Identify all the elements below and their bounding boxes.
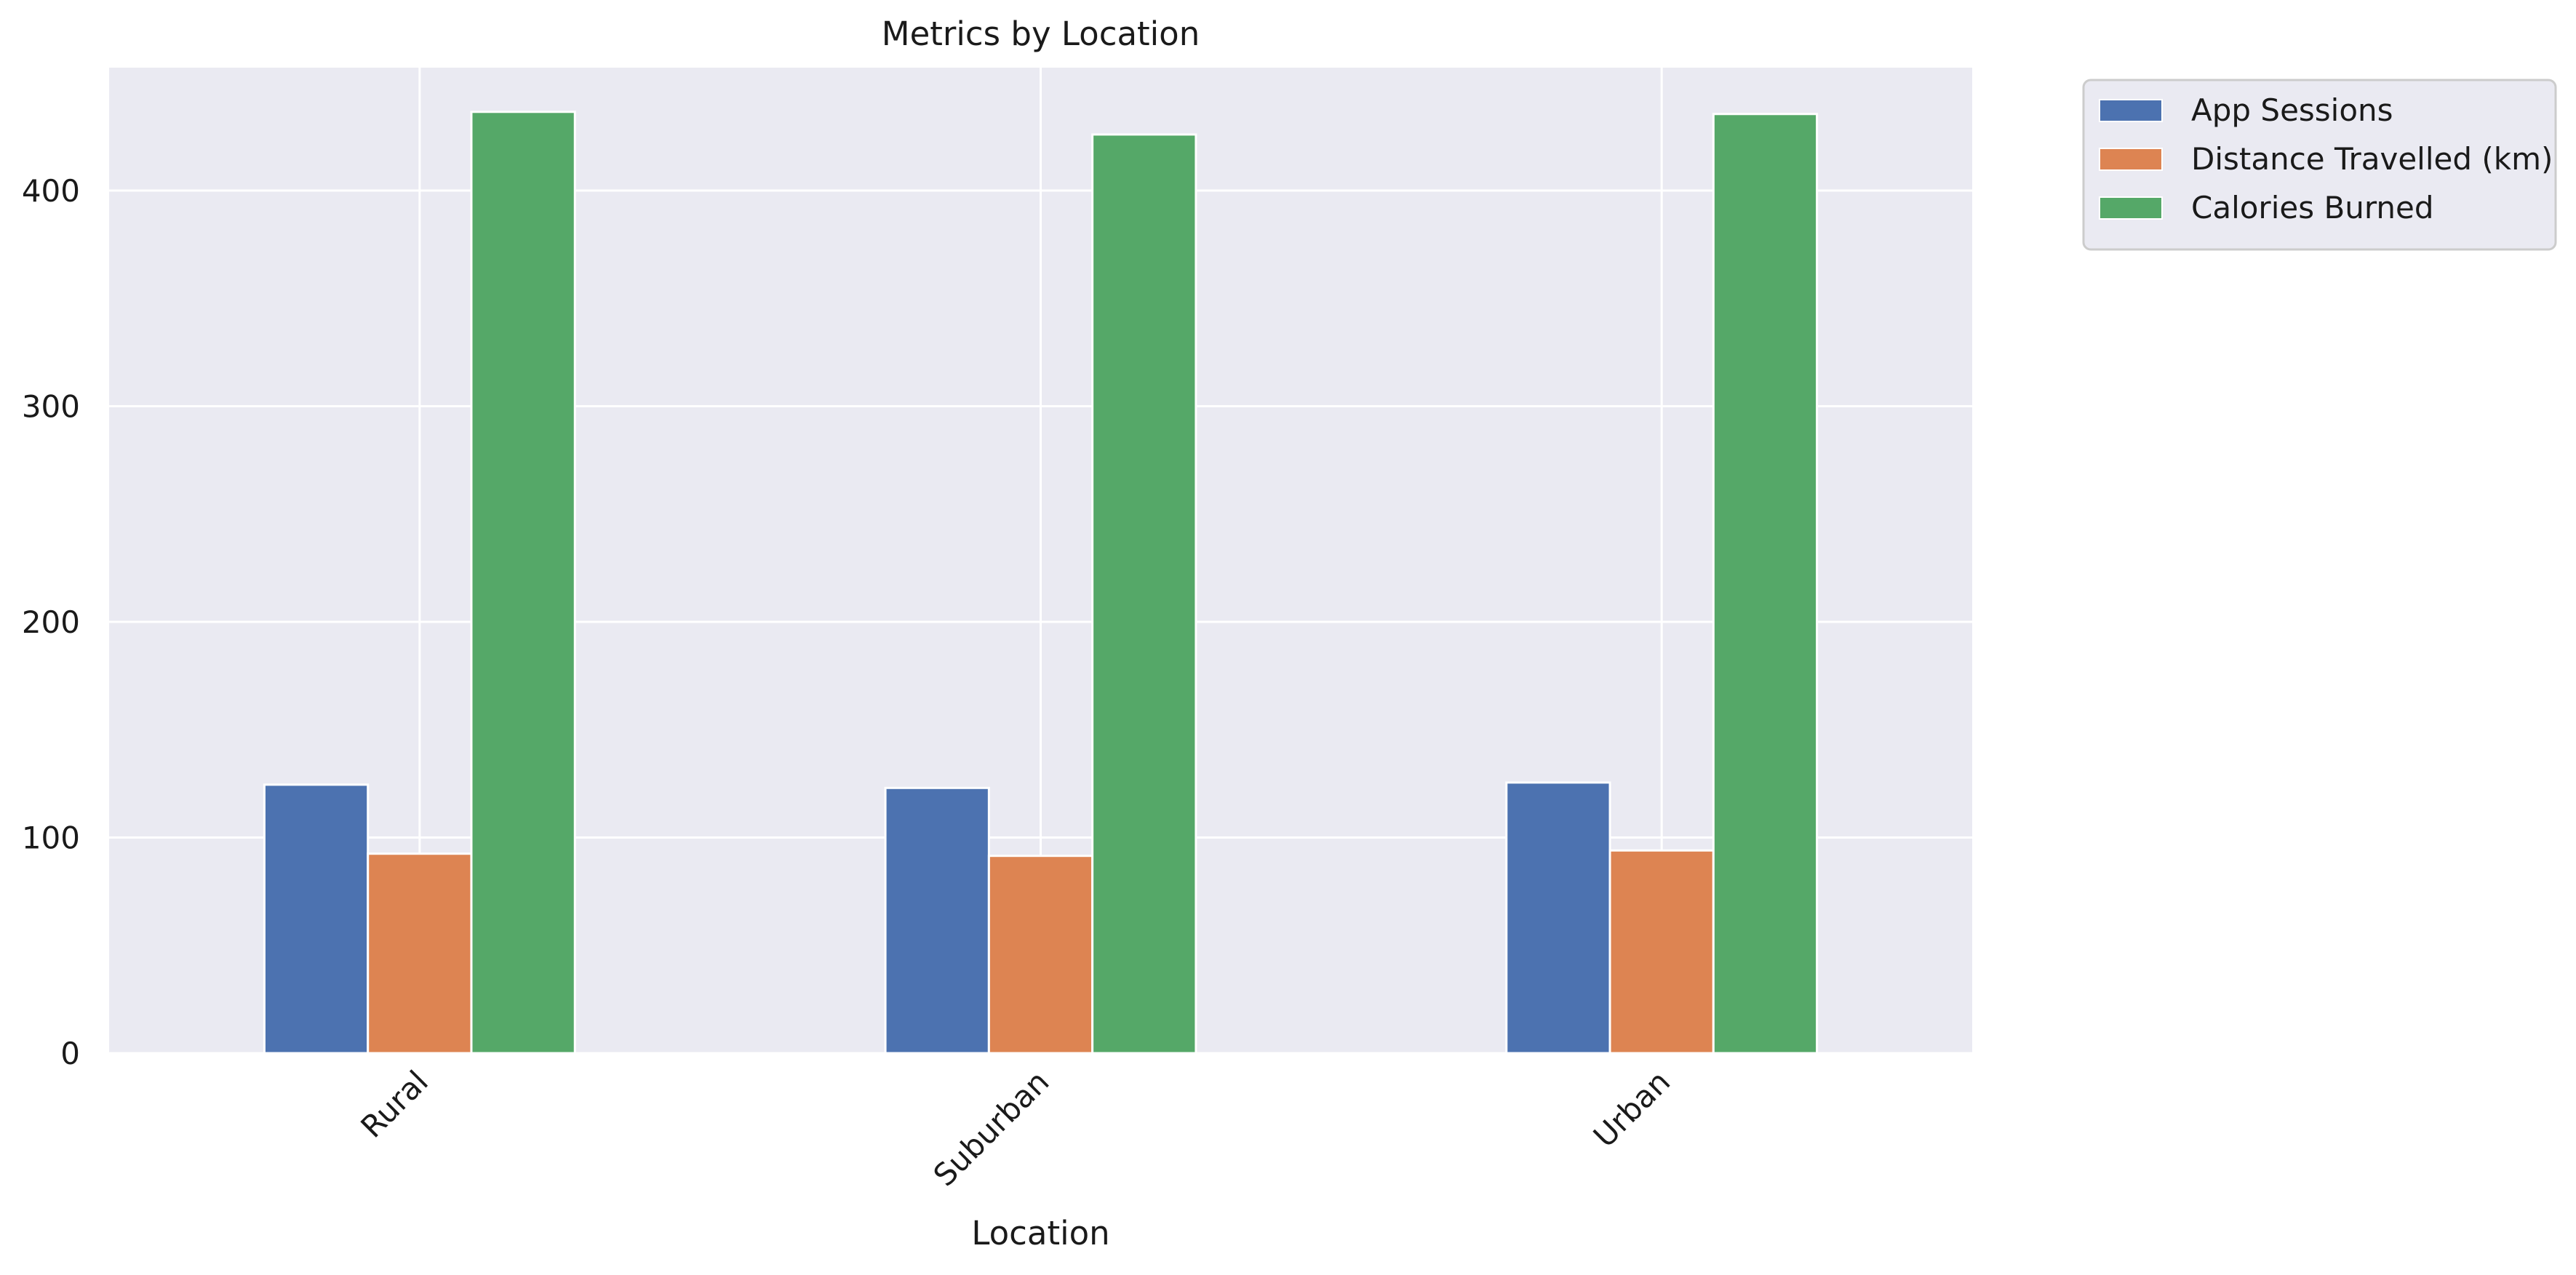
bar-app-sessions-rural xyxy=(263,783,370,1055)
legend-swatch xyxy=(2099,196,2163,220)
chart-title: Metrics by Location xyxy=(882,15,1200,53)
x-tick-label: Urban xyxy=(1587,1063,1677,1154)
legend-label: Calories Burned xyxy=(2191,190,2434,225)
bar-app-sessions-urban xyxy=(1505,781,1611,1055)
bar-app-sessions-suburban xyxy=(884,786,990,1055)
bar-calories-burned-urban xyxy=(1712,113,1819,1055)
legend-label: App Sessions xyxy=(2191,92,2393,128)
x-axis-label: Location xyxy=(971,1214,1109,1252)
x-axis-ticks: Rural Suburban Urban xyxy=(354,1063,1677,1193)
legend: App Sessions Distance Travelled (km) Calor… xyxy=(2082,79,2557,251)
bars xyxy=(263,111,1819,1055)
bar-distance-travelled-km-suburban xyxy=(987,855,1094,1055)
legend-label: Distance Travelled (km) xyxy=(2191,141,2553,177)
legend-swatch xyxy=(2099,99,2163,122)
bar-calories-burned-rural xyxy=(470,111,576,1055)
y-tick-label: 0 xyxy=(60,1036,80,1071)
y-axis-ticks: 0 100 200 300 400 xyxy=(22,173,80,1071)
bar-distance-travelled-km-urban xyxy=(1608,849,1715,1055)
legend-box xyxy=(2082,79,2557,251)
y-tick-label: 100 xyxy=(22,820,80,856)
x-tick-label: Rural xyxy=(354,1063,434,1144)
y-tick-label: 300 xyxy=(22,389,80,425)
bar-distance-travelled-km-rural xyxy=(367,852,473,1055)
bar-calories-burned-suburban xyxy=(1091,133,1197,1055)
y-tick-label: 200 xyxy=(22,604,80,640)
legend-swatch xyxy=(2099,148,2163,171)
y-tick-label: 400 xyxy=(22,173,80,209)
x-tick-label: Suburban xyxy=(926,1063,1056,1193)
